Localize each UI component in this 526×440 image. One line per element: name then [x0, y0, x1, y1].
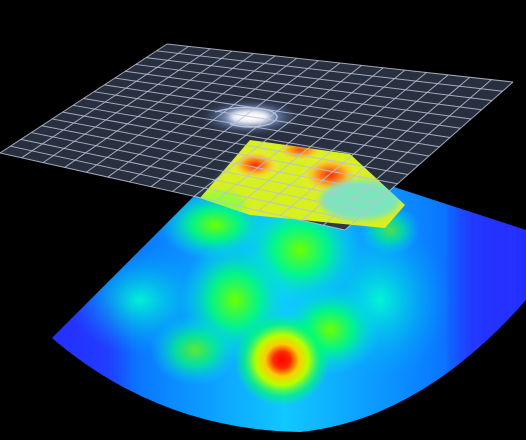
- grid-line-vertical: [215, 67, 384, 202]
- grid-line-vertical: [258, 72, 427, 212]
- grid-line-vertical: [323, 79, 492, 226]
- grid-line-horizontal: [83, 98, 430, 157]
- grid-line-horizontal: [52, 118, 398, 185]
- grid-line-horizontal: [0, 152, 346, 231]
- grid-line-horizontal: [41, 125, 388, 194]
- grid-line-horizontal: [72, 104, 419, 166]
- grid-line-horizontal: [31, 132, 377, 203]
- grid-lines: [0, 43, 514, 231]
- grid-line-vertical: [193, 64, 362, 197]
- grid-line-vertical: [236, 69, 406, 207]
- grid-line-vertical: [279, 74, 449, 216]
- grid-line-horizontal: [20, 138, 367, 212]
- grid-line-horizontal: [10, 145, 356, 222]
- grid-line-vertical: [344, 81, 514, 231]
- grid-line-vertical: [301, 76, 471, 221]
- grid-line-horizontal: [62, 111, 409, 175]
- heatmap-hotspot: [234, 314, 330, 406]
